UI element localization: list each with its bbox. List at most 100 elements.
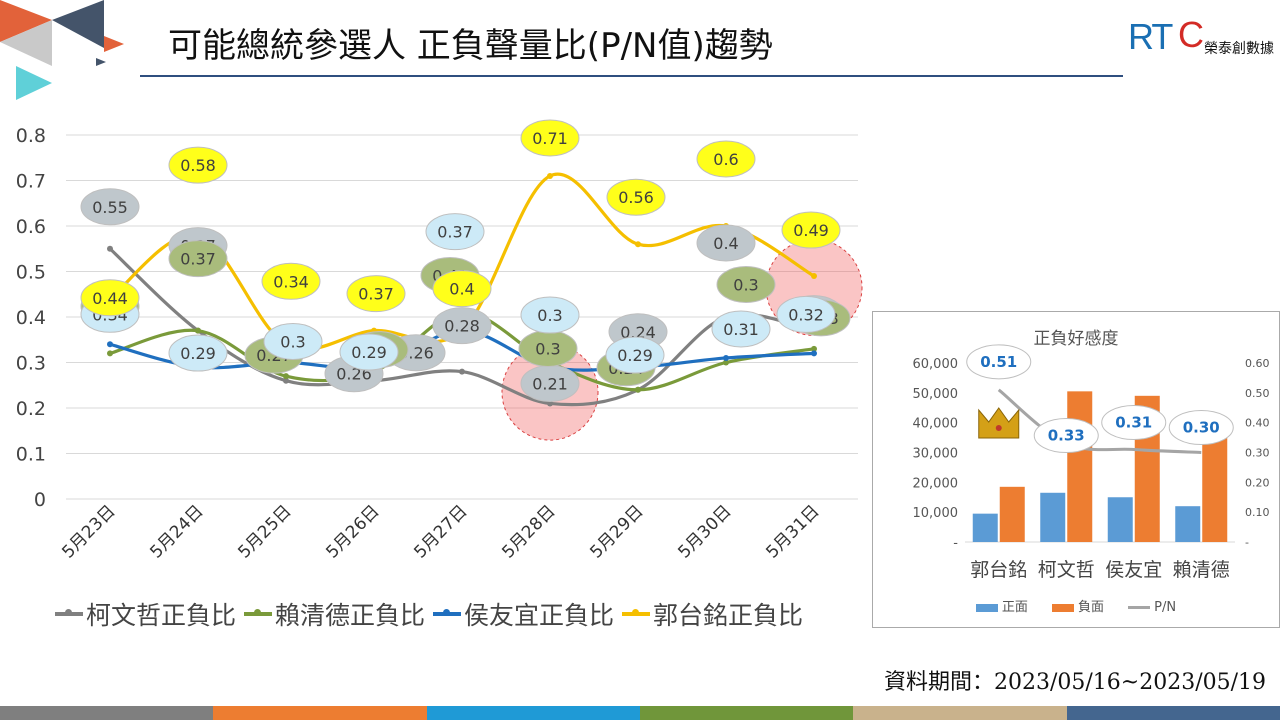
data-label-text: 0.55: [92, 198, 128, 217]
x-tick-label: 郭台銘: [970, 559, 1027, 581]
y2-tick-label: 0.60: [1245, 357, 1270, 370]
legend-swatch-ko: [55, 609, 83, 616]
data-label-guo: 0.44: [80, 279, 140, 317]
deco-triangle-small-orange: [104, 36, 124, 52]
data-label-text: 0.3: [733, 276, 758, 295]
data-label-text: 0.71: [532, 129, 568, 148]
data-point-hou: [811, 350, 817, 357]
y-tick-label: 40,000: [913, 417, 959, 432]
data-label-guo: 0.37: [346, 275, 406, 313]
data-point-hou: [723, 354, 729, 361]
data-label-guo: 0.4: [432, 270, 492, 308]
y-tick-label: 20,000: [913, 476, 959, 491]
inset-chart-title: 正負好感度: [1033, 329, 1119, 349]
data-label-guo: 0.56: [606, 178, 666, 216]
data-label-bubble: [80, 279, 140, 317]
bar-negative: [1067, 391, 1093, 542]
y2-tick-label: -: [1245, 536, 1249, 549]
data-label-guo: 0.6: [696, 140, 756, 178]
data-label-bubble: [425, 213, 485, 251]
y-tick-label: 60,000: [913, 357, 959, 372]
pn-label-bubble: [1033, 418, 1099, 454]
data-label-bubble: [520, 296, 580, 334]
bar-positive: [1175, 506, 1201, 542]
data-label-guo: 0.34: [261, 262, 321, 300]
data-point-lai: [723, 359, 729, 366]
legend-swatch-hou: [433, 609, 462, 616]
data-label-guo: 0.71: [520, 119, 580, 157]
deco-triangle-small-dark: [96, 58, 106, 66]
data-label-bubble: [776, 295, 836, 333]
pn-trend-chart: 0 0.1 0.2 0.3 0.4 0.5 0.6 0.7 0.8 5月23日 5月24日 5月25日…: [16, 119, 863, 563]
data-label-bubble: [168, 334, 228, 372]
data-label-bubble: [168, 146, 228, 184]
data-point-lai: [635, 386, 641, 393]
data-label-text: 0.3: [537, 306, 562, 325]
title-divider: [140, 75, 1123, 77]
x-tick-label: 5月24日: [146, 501, 207, 562]
x-tick-label: 5月28日: [498, 501, 559, 562]
inset-legend-label-pn: P/N: [1154, 600, 1177, 615]
data-label-bubble: [168, 240, 228, 278]
inset-legend-swatch-positive: [975, 603, 998, 612]
x-tick-label: 5月31日: [762, 501, 823, 562]
data-label-ko: 0.55: [80, 188, 140, 226]
data-label-guo: 0.58: [168, 146, 228, 184]
bottom-bar-segment: [639, 706, 854, 720]
bottom-color-bar: [0, 706, 1280, 720]
legend-swatch-guo: [622, 609, 651, 616]
x-tick-label: 5月27日: [410, 501, 471, 562]
inset-legend-swatch-negative: [1052, 603, 1075, 612]
data-label-text: 0.3: [280, 333, 305, 352]
y2-tick-label: 0.30: [1245, 447, 1270, 460]
data-label-guo: 0.49: [781, 211, 841, 249]
data-label-text: 0.3: [535, 340, 560, 359]
sentiment-inset-panel: 正負好感度 - 10,000 20,000 30,000 40,000 50,000 60,…: [872, 311, 1280, 628]
logo-mark: RT: [1128, 16, 1173, 57]
data-label-text: 0.58: [180, 156, 216, 175]
x-tick-label: 5月30日: [674, 501, 735, 562]
data-label-hou: 0.32: [776, 295, 836, 333]
data-label-ko: 0.28: [432, 307, 492, 345]
y-tick-label: 10,000: [913, 506, 959, 521]
data-label-text: 0.29: [180, 344, 216, 363]
x-tick-label: 柯文哲: [1038, 559, 1095, 581]
logo-mark-c: C: [1178, 14, 1204, 55]
data-label-text: 0.32: [788, 305, 824, 324]
bar-positive: [972, 513, 998, 542]
data-label-bubble: [605, 336, 665, 374]
data-label-text: 0.31: [723, 320, 759, 339]
y-tick-label: 0.5: [16, 262, 46, 284]
pn-label-text: 0.30: [1183, 419, 1220, 437]
y-tick-label: 0.1: [16, 444, 46, 466]
data-label-bubble: [432, 307, 492, 345]
data-label-text: 0.4: [449, 280, 474, 299]
data-label-bubble: [606, 178, 666, 216]
x-tick-label: 5月29日: [586, 501, 647, 562]
bottom-bar-segment: [213, 706, 427, 720]
crown-body: [978, 407, 1020, 439]
crown-icon: [978, 407, 1020, 439]
corner-decoration: [0, 0, 124, 100]
data-point-ko: [283, 377, 289, 384]
data-label-text: 0.28: [444, 317, 480, 336]
data-label-bubble: [263, 323, 323, 360]
bar-positive: [1107, 497, 1133, 542]
data-label-hou: 0.37: [425, 213, 485, 251]
company-logo: RT C 榮泰創數據: [1128, 14, 1278, 64]
bottom-bar-segment: [853, 706, 1067, 720]
inset-legend-swatch-pn: [1128, 606, 1151, 609]
data-label-hou: 0.3: [263, 323, 323, 360]
data-label-bubble: [432, 270, 492, 308]
data-point-lai: [283, 373, 289, 380]
data-point-lai: [811, 345, 817, 352]
bottom-bar-segment: [1066, 706, 1280, 720]
inset-legend-negative: 負面: [1052, 596, 1104, 615]
data-label-bubble: [346, 275, 406, 313]
legend-swatch-lai: [244, 609, 273, 616]
data-label-text: 0.29: [617, 346, 653, 365]
y2-tick-label: 0.20: [1245, 476, 1270, 489]
main-chart-legend: 柯文哲正負比 賴清德正負比 侯友宜正負比 郭台銘正負比: [55, 596, 811, 632]
data-label-ko: 0.4: [696, 224, 756, 262]
x-tick-label: 5月25日: [234, 501, 295, 562]
